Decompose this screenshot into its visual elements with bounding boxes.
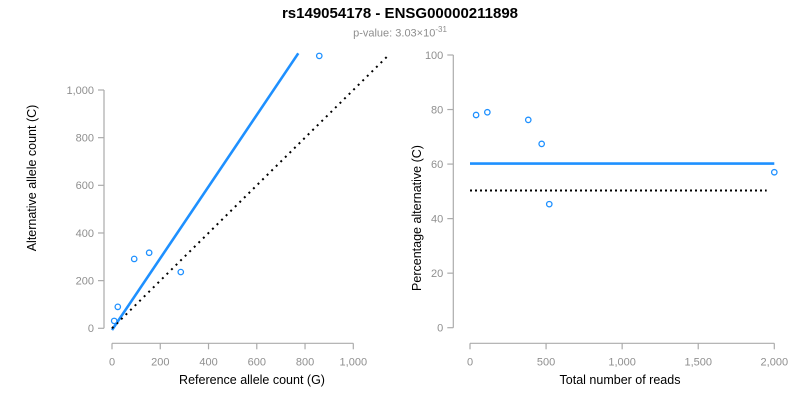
p-value-exponent: -31 [435,25,447,34]
chart-title: rs149054178 - ENSG00000211898 [281,5,519,22]
identity-line [111,55,389,330]
plot-percentage-scatter: 0 20 40 60 80 100 0 500 1,000 1,500 2,000 Total num… [410,50,788,387]
x-axis-title: Total number of reads [560,373,681,387]
y-axis-tick-label: 100 [425,50,443,62]
x-axis-tick-label: 2,000 [761,356,789,368]
data-point [545,200,553,208]
y-axis-tick-label: 1,000 [66,85,94,97]
x-axis-tick-label: 600 [248,356,266,368]
x-axis-tick-label: 500 [537,356,555,368]
p-value-text: p-value: 3.03×10 [353,27,436,40]
y-axis-title: Percentage alternative (C) [410,145,424,291]
x-axis-tick-label: 800 [296,356,314,368]
plot-allele-count-scatter: 0 200 400 600 800 1,000 0 200 400 600 800 1,000 Refe… [25,52,389,387]
y-axis-tick-label: 80 [431,104,443,116]
y-axis-tick-label: 600 [76,180,94,192]
y-axis-tick-label: 60 [431,159,443,171]
x-axis-tick-label: 1,500 [684,356,712,368]
data-point [177,268,185,276]
data-point [145,249,153,257]
y-axis-tick-label: 400 [76,228,94,240]
x-axis-tick-label: 0 [467,356,473,368]
chart-subtitle: p-value: 3.03×10-31 [0,25,800,40]
y-axis-tick-label: 20 [431,268,443,280]
data-point [538,140,546,148]
data-point [472,111,480,119]
data-point [130,255,138,263]
x-axis-title: Reference allele count (G) [179,373,325,387]
data-point [524,116,532,124]
x-axis-tick-label: 1,000 [608,356,636,368]
data-point [110,317,118,325]
y-axis-tick-label: 200 [76,275,94,287]
x-axis-tick-label: 200 [151,356,169,368]
data-point [770,168,778,176]
x-axis-tick-label: 400 [199,356,217,368]
y-axis-tick-label: 0 [88,323,94,335]
data-point [114,303,122,311]
x-axis-tick-label: 1,000 [340,356,368,368]
data-point [315,52,323,60]
x-axis-tick-label: 0 [109,356,115,368]
y-axis-tick-label: 800 [76,133,94,145]
y-axis-tick-label: 40 [431,213,443,225]
y-axis-tick-label: 0 [437,323,443,335]
y-axis-title: Alternative allele count (C) [25,105,39,252]
regression-line [110,52,300,331]
data-point [483,108,491,116]
